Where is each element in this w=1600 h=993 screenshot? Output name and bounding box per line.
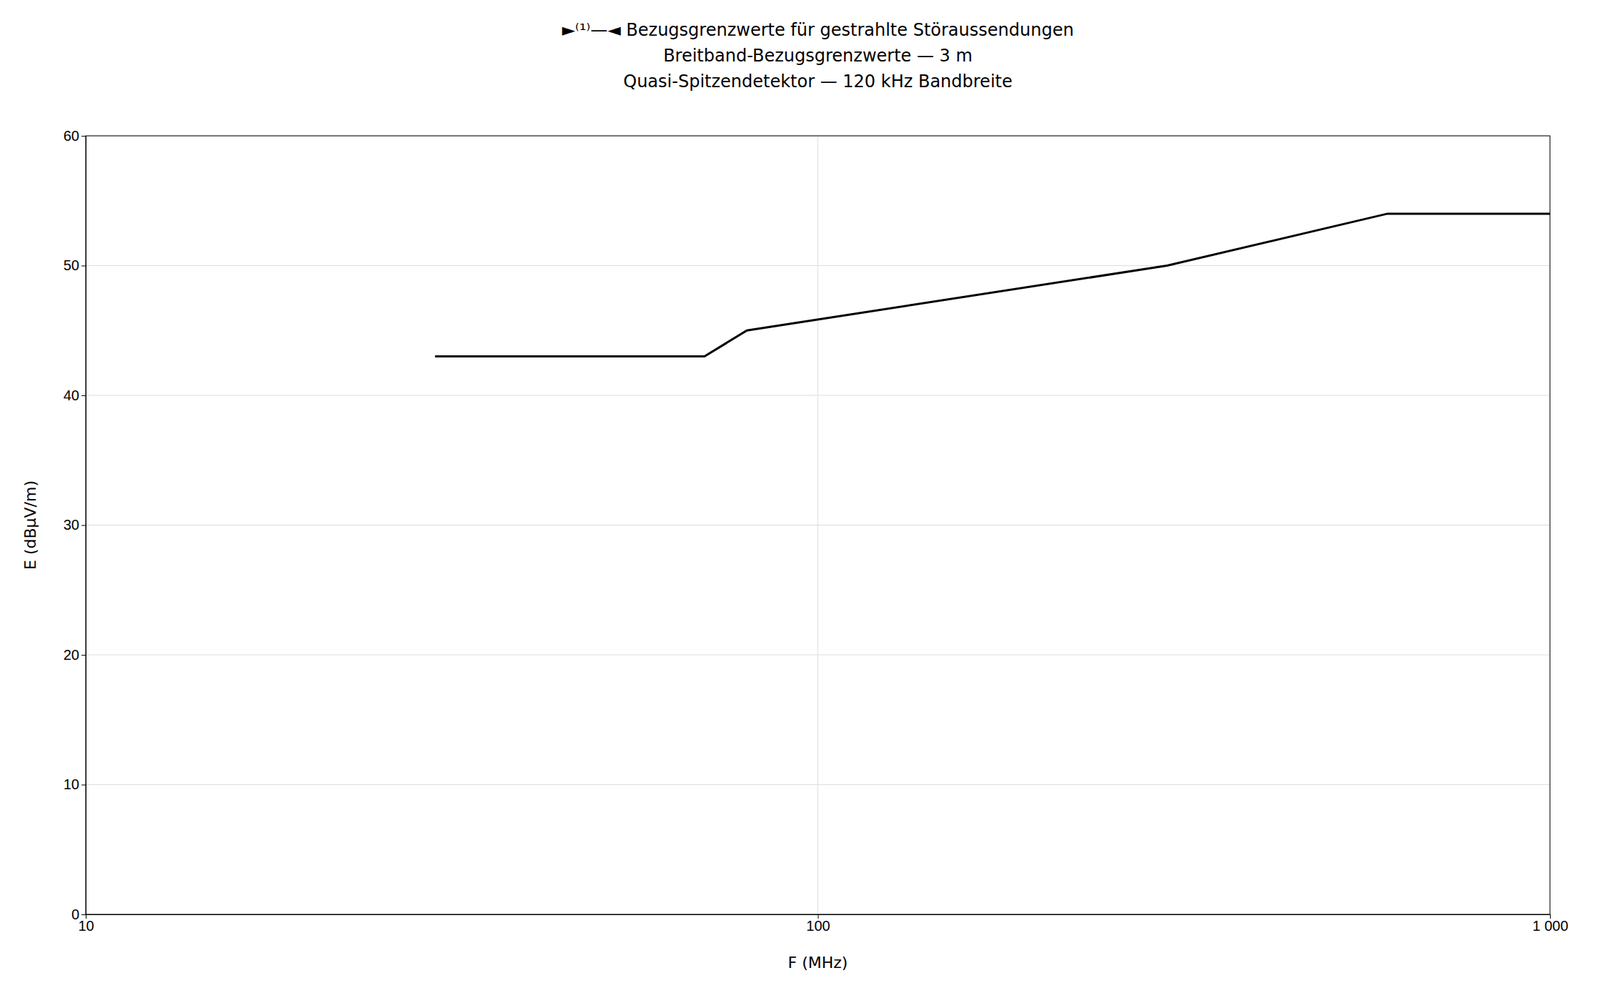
- grid-line-y: [85, 654, 1550, 656]
- title: ►⁽¹⁾—◄ Bezugsgrenzwerte für gestrahlte S…: [561, 20, 1074, 92]
- tick: 60: [63, 127, 86, 144]
- marks: [435, 213, 1550, 357]
- tick-mark: [81, 395, 86, 396]
- tick-label: 40: [63, 387, 80, 404]
- grid-line-y: [85, 783, 1550, 785]
- tick-mark: [81, 654, 86, 656]
- grid-line-y: [85, 395, 1550, 396]
- y-axis-title: E (dBµV/m): [21, 480, 40, 570]
- tick-label: 20: [63, 646, 80, 663]
- plot: 101001 0000102030405060: [63, 127, 1569, 934]
- line: [435, 213, 1550, 357]
- tick: 0: [71, 906, 86, 922]
- tick: 20: [63, 646, 86, 663]
- x-axis-title: F (MHz): [788, 953, 849, 972]
- tick-mark: [81, 135, 86, 137]
- grid: [85, 135, 1550, 914]
- tick-label: 1 000: [1532, 917, 1568, 934]
- grid-line-y: [85, 524, 1550, 526]
- y-axis: 0 10 20 30 40 50 60: [63, 127, 87, 922]
- plot-frame: [85, 135, 1550, 914]
- tick: 10: [63, 776, 86, 792]
- tick: 40: [63, 387, 86, 404]
- tick-label: 100: [806, 917, 830, 934]
- tick: 100: [806, 913, 830, 934]
- title-line: Breitband-Bezugsgrenzwerte — 3 m: [663, 45, 973, 66]
- grid-line-y: [85, 265, 1550, 266]
- tick: 30: [63, 516, 86, 533]
- tick-mark: [81, 784, 86, 786]
- x-axis: 10 100 1 000: [77, 913, 1568, 934]
- title-line: Quasi-Spitzendetektor — 120 kHz Bandbrei…: [623, 71, 1012, 92]
- tick-mark: [81, 913, 86, 915]
- tick-mark: [81, 525, 86, 526]
- tick: 1 000: [1532, 913, 1568, 934]
- tick: 50: [63, 257, 86, 273]
- tick-label: 60: [63, 127, 80, 144]
- tick-label: 50: [63, 257, 80, 273]
- tick-label: 30: [63, 516, 80, 533]
- tick-label: 0: [71, 906, 80, 922]
- tick-label: 10: [63, 776, 80, 792]
- tick: 10: [77, 913, 94, 934]
- title-line: ►⁽¹⁾—◄ Bezugsgrenzwerte für gestrahlte S…: [561, 20, 1074, 41]
- tick-mark: [81, 265, 86, 267]
- tick-label: 10: [77, 917, 94, 934]
- chart: 101001 0000102030405060F (MHz)E (dBµV/m)…: [0, 0, 1600, 993]
